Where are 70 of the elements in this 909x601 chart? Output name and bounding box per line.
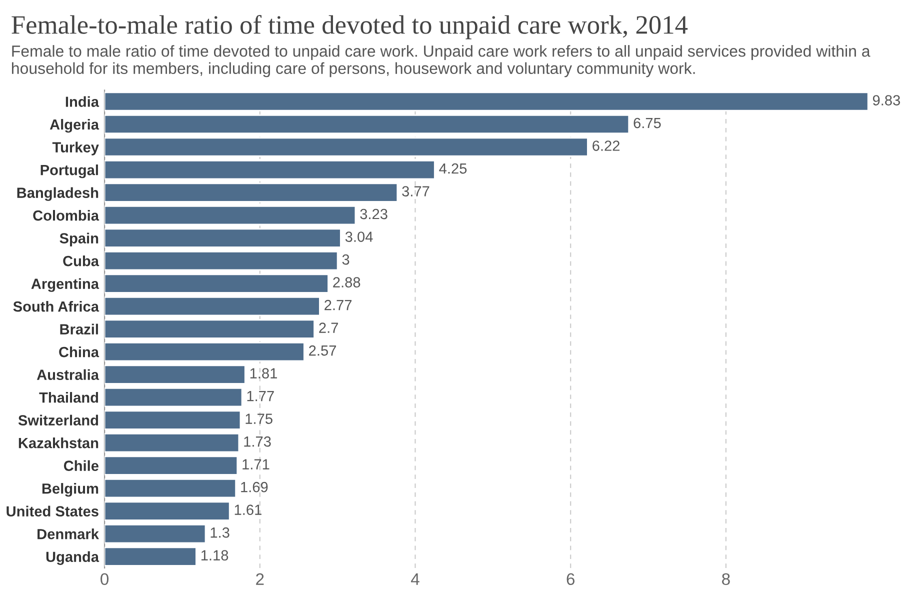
- bar: [104, 296, 320, 316]
- data-label: 1.77: [247, 391, 274, 402]
- y-tick-label: Cuba: [63, 256, 100, 266]
- y-tick-label: Bangladesh: [17, 187, 98, 201]
- x-tick-label: 8: [722, 573, 730, 586]
- data-label: 1.3: [210, 527, 230, 538]
- data-label: 3.04: [345, 232, 373, 242]
- bar: [104, 114, 630, 134]
- y-tick-label: United States: [6, 506, 98, 516]
- y-tick-label: Chile: [64, 460, 98, 471]
- data-label: 1.81: [250, 368, 277, 378]
- data-label: 1.18: [201, 550, 228, 560]
- data-label: 2.7: [319, 322, 338, 333]
- bar: [104, 274, 329, 294]
- bar: [104, 410, 242, 430]
- x-tick-label: 2: [256, 573, 264, 585]
- y-tick-label: Brazil: [60, 324, 98, 334]
- y-tick-label: Thailand: [39, 392, 98, 403]
- chart-title: Female-to-male ratio of time devoted to unpaid care work, 2014: [12, 15, 688, 40]
- chart-subtitle: Female to male ratio of time devoted to unpaid care work. Unpaid care work refers to all unpaid services provided within a household for its members, including care of persons, housework and voluntary community work.: [12, 45, 870, 78]
- y-tick-label: Spain: [60, 232, 98, 246]
- bar: [104, 364, 246, 384]
- bar: [104, 501, 230, 521]
- y-tick-label: South Africa: [13, 301, 100, 312]
- data-label: 1.71: [242, 459, 270, 470]
- bar: [104, 478, 237, 498]
- y-tick-label: India: [66, 96, 100, 107]
- data-label: 3.77: [402, 186, 430, 196]
- data-label: 3.23: [360, 208, 388, 220]
- y-tick-label: Australia: [36, 369, 100, 380]
- y-tick-label: China: [59, 346, 100, 358]
- data-label: 4.25: [439, 163, 467, 174]
- bar: [104, 137, 588, 157]
- data-label: 2.88: [333, 277, 360, 288]
- data-label: 1.73: [244, 436, 271, 447]
- x-tick-label: 6: [566, 573, 574, 586]
- data-label: 1.61: [234, 504, 262, 515]
- bar: [104, 342, 305, 362]
- y-tick-label: Portugal: [40, 164, 98, 178]
- data-label: 6.22: [592, 140, 620, 151]
- bar: [104, 319, 315, 339]
- data-label: 6.75: [634, 118, 661, 128]
- y-tick-label: Switzerland: [18, 414, 98, 426]
- y-tick-label: Turkey: [52, 142, 99, 156]
- bar: [104, 524, 206, 544]
- x-tick-label: 4: [410, 573, 420, 585]
- y-tick-label: Algeria: [50, 118, 100, 133]
- data-label: 1.75: [246, 414, 272, 424]
- bar: [104, 182, 398, 202]
- data-label: 3: [342, 254, 350, 265]
- data-label: 9.83: [872, 95, 900, 106]
- data-label: 1.69: [241, 482, 268, 492]
- x-tick-label: 0: [100, 573, 109, 586]
- bar: [104, 433, 240, 453]
- bar: [104, 456, 238, 476]
- bar: [104, 205, 356, 226]
- bar: [104, 250, 338, 271]
- data-label: 2.57: [309, 345, 336, 356]
- y-tick-label: Kazakhstan: [18, 438, 98, 448]
- y-tick-label: Uganda: [46, 551, 100, 565]
- y-tick-label: Denmark: [38, 528, 99, 540]
- bar: [104, 228, 342, 248]
- bar: [104, 92, 868, 112]
- bar: [104, 388, 243, 408]
- y-tick-label: Argentina: [31, 278, 100, 292]
- data-label: 2.77: [324, 300, 352, 310]
- y-tick-label: Colombia: [33, 210, 100, 221]
- bar: [104, 160, 436, 180]
- bar: [104, 546, 197, 566]
- y-tick-label: Belgium: [42, 483, 98, 497]
